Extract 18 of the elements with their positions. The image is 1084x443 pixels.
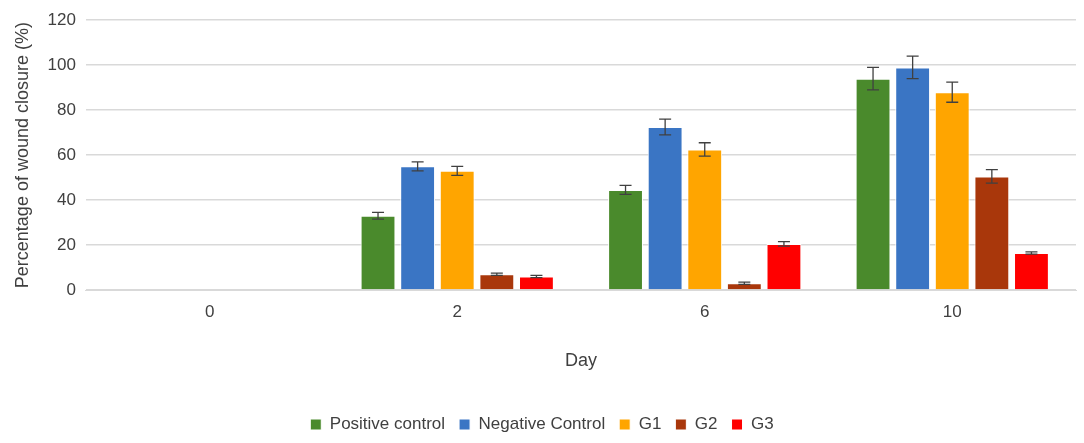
legend-label: Negative Control bbox=[478, 414, 606, 434]
y-tick-label: 40 bbox=[57, 189, 76, 209]
x-tick-label: 10 bbox=[942, 301, 962, 321]
y-axis-title: Percentage of wound closure (%) bbox=[11, 22, 32, 289]
y-tick-label: 120 bbox=[47, 9, 76, 29]
x-tick-label: 6 bbox=[700, 301, 710, 321]
y-tick-label: 100 bbox=[47, 54, 76, 74]
legend-label: G2 bbox=[694, 414, 718, 434]
x-axis-title: Day bbox=[564, 350, 597, 371]
legend-label: G1 bbox=[638, 414, 662, 434]
y-tick-label: 20 bbox=[57, 234, 76, 254]
y-tick-label: 60 bbox=[57, 144, 76, 164]
legend-label: Positive control bbox=[329, 414, 446, 434]
x-tick-label: 2 bbox=[452, 301, 462, 321]
x-tick-label: 0 bbox=[204, 301, 215, 321]
y-tick-label: 0 bbox=[66, 279, 76, 299]
legend-label: G3 bbox=[751, 414, 774, 434]
y-tick-label: 80 bbox=[57, 99, 76, 119]
